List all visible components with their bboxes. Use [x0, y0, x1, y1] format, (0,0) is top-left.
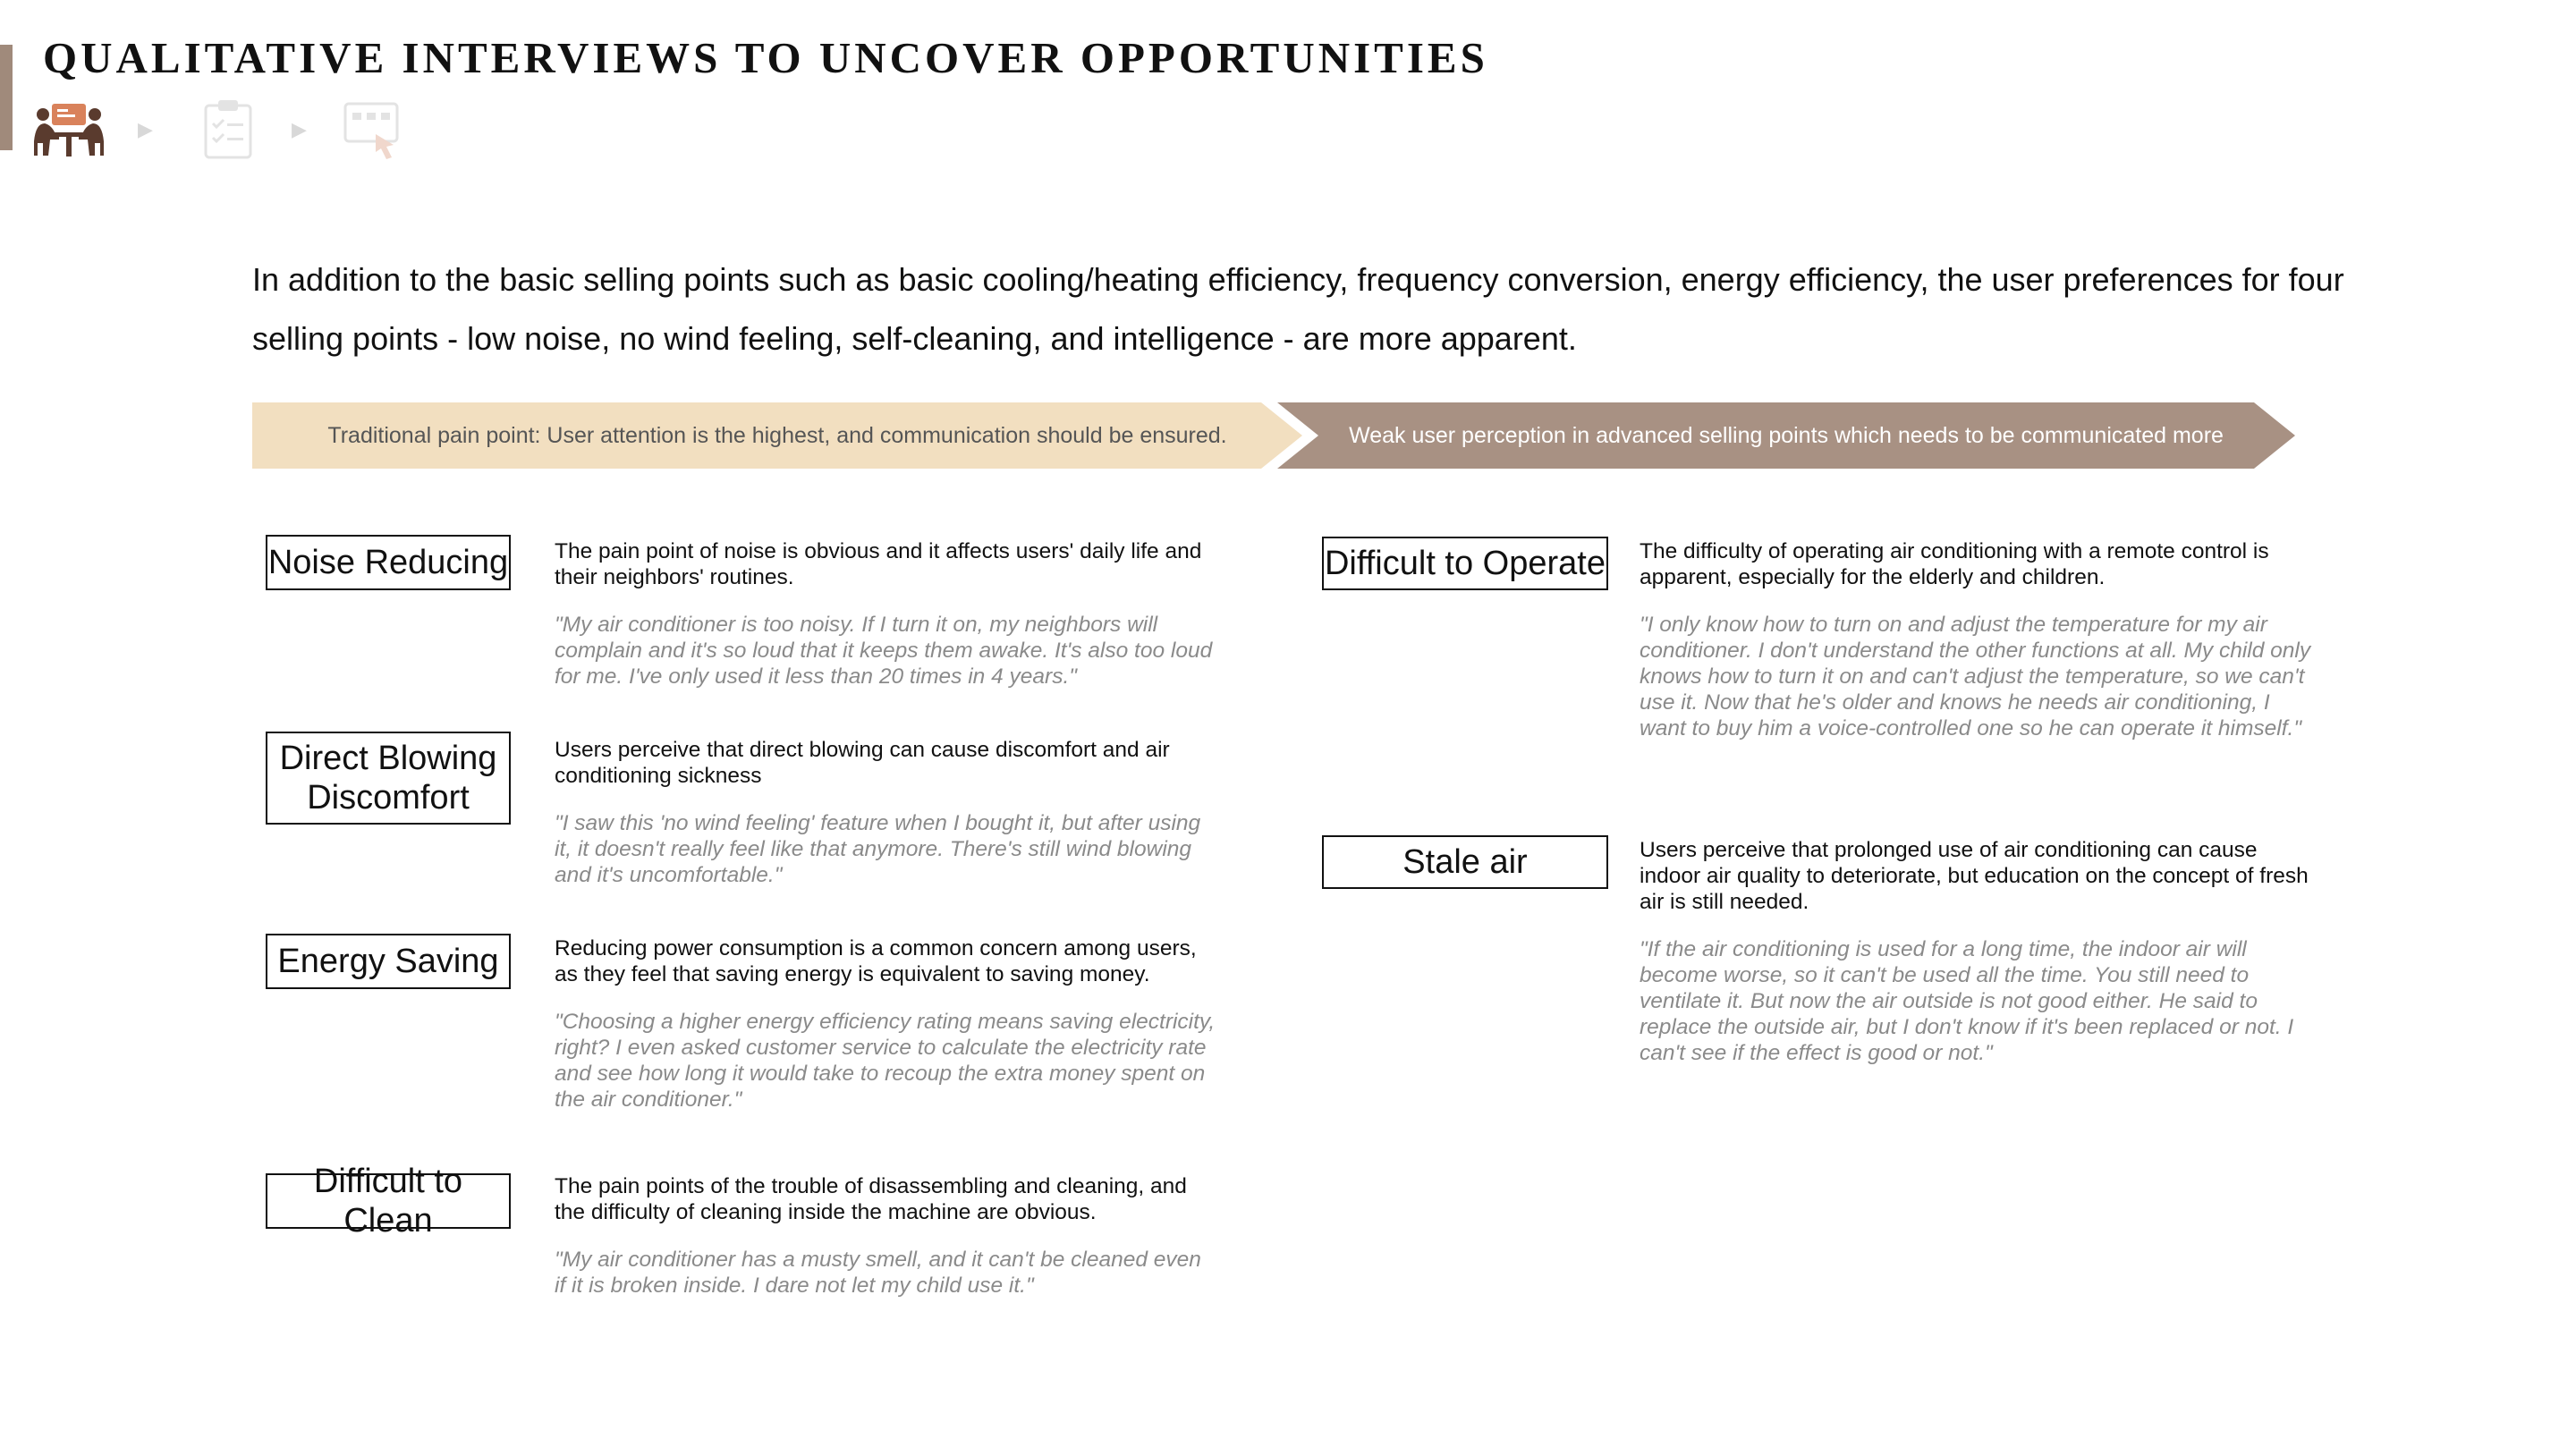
- label-noise-reducing: Noise Reducing: [266, 535, 511, 590]
- label-energy-saving: Energy Saving: [266, 934, 511, 989]
- quote-difficult-to-operate: "I only know how to turn on and adjust t…: [1640, 613, 2311, 740]
- description-difficult-to-operate: The difficulty of operating air conditio…: [1640, 539, 2269, 589]
- quote-stale-air: "If the air conditioning is used for a l…: [1640, 937, 2294, 1065]
- description-noise-reducing: The pain point of noise is obvious and i…: [555, 539, 1202, 589]
- quote-noise-reducing: "My air conditioner is too noisy. If I t…: [555, 613, 1213, 689]
- arrow-right-icon: ▶: [292, 118, 307, 140]
- banner-traditional: Traditional pain point: User attention i…: [252, 402, 1302, 469]
- description-direct-blowing: Users perceive that direct blowing can c…: [555, 738, 1170, 788]
- label-difficult-to-clean: Difficult to Clean: [266, 1163, 511, 1240]
- label-stale-air: Stale air: [1322, 835, 1608, 889]
- description-stale-air: Users perceive that prolonged use of air…: [1640, 838, 2309, 914]
- quote-direct-blowing: "I saw this 'no wind feeling' feature wh…: [555, 811, 1201, 887]
- quote-energy-saving: "Choosing a higher energy efficiency rat…: [555, 1010, 1216, 1112]
- description-difficult-to-clean: The pain points of the trouble of disass…: [555, 1174, 1187, 1224]
- banner-advanced: Weak user perception in advanced selling…: [1277, 402, 2295, 469]
- interview-icon: [34, 104, 104, 157]
- clipboard-checklist-icon: [204, 100, 252, 159]
- page-title: QUALITATIVE INTERVIEWS TO UNCOVER OPPORT…: [43, 33, 1488, 82]
- intro-paragraph: In addition to the basic selling points …: [252, 261, 2344, 357]
- label-difficult-to-operate: Difficult to Operate: [1322, 537, 1608, 590]
- accent-bar: [0, 45, 13, 150]
- quote-difficult-to-clean: "My air conditioner has a musty smell, a…: [555, 1248, 1201, 1298]
- label-direct-blowing: Direct Blowing Discomfort: [266, 732, 511, 825]
- arrow-right-icon: ▶: [138, 118, 153, 140]
- description-energy-saving: Reducing power consumption is a common c…: [555, 936, 1197, 986]
- touch-screen-icon: [343, 102, 399, 159]
